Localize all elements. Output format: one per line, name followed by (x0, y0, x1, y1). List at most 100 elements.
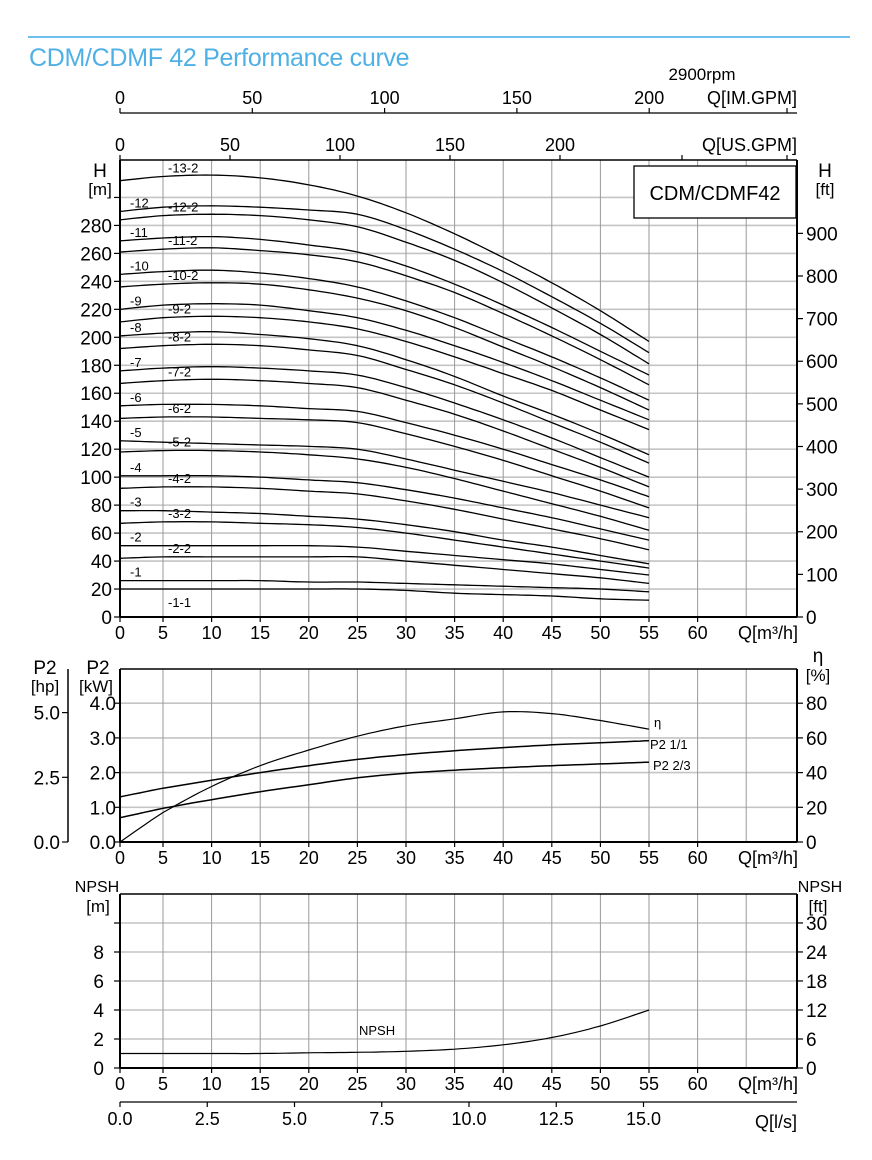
npsh-ft-tick-label: 0 (806, 1059, 817, 1080)
im-gpm-tick-label: 200 (634, 88, 664, 108)
eta-axis-unit: [%] (806, 666, 831, 685)
hp-tick-label: 2.5 (34, 768, 60, 789)
x-tick-label: 55 (639, 623, 659, 643)
head-curve (119, 269, 650, 401)
p2-full-curve (119, 739, 650, 798)
x-tick-label: 15 (250, 848, 270, 868)
h-m-tick-label: 60 (91, 524, 112, 545)
x-tick-label: 15 (250, 623, 270, 643)
im-gpm-tick-label: 100 (370, 88, 400, 108)
curve-label: -4 (130, 460, 142, 475)
h-ft-tick-label: 700 (806, 310, 838, 331)
curve-label: -7-2 (168, 365, 191, 380)
h-ft-tick-label: 100 (806, 565, 838, 586)
h-m-tick-label: 180 (80, 356, 112, 377)
ls-tick-label: 2.5 (195, 1109, 220, 1129)
head-curve (119, 303, 650, 421)
ls-tick-label: 0.0 (107, 1109, 132, 1129)
curve-label: -9-2 (168, 302, 191, 317)
curve-label: -3-2 (168, 506, 191, 521)
kw-tick-label: 2.0 (90, 764, 116, 785)
curve-label: -6 (130, 390, 142, 405)
curve-label: -1-1 (168, 595, 191, 610)
eta-tick-label: 60 (806, 729, 827, 750)
h-m-axis-label: H (93, 161, 107, 182)
x-tick-label: 45 (542, 848, 562, 868)
npsh-ft-tick-label: 24 (806, 943, 828, 964)
curve-label: -6-2 (168, 401, 191, 416)
head-curve (119, 521, 650, 569)
ls-axis-label: Q[l/s] (755, 1112, 797, 1132)
us-gpm-tick-label: 0 (115, 135, 125, 155)
npsh-ft-axis-unit: [ft] (809, 897, 828, 916)
p2-two-thirds-curve (119, 761, 650, 819)
p2-full-label: P2 1/1 (650, 737, 688, 752)
eta-axis-label: η (813, 646, 824, 667)
x-tick-label: 45 (542, 623, 562, 643)
head-curve (119, 440, 650, 519)
x-tick-label: 25 (347, 848, 367, 868)
head-curve (120, 579, 650, 593)
curve-label: -1 (130, 565, 142, 580)
x-tick-label: 35 (445, 848, 465, 868)
h-ft-tick-label: 200 (806, 523, 838, 544)
h-ft-axis-label: H (818, 161, 832, 182)
h-ft-tick-label: 500 (806, 395, 838, 416)
curve-label: -5 (130, 425, 142, 440)
kw-axis-label: P2 (86, 658, 109, 679)
header-divider (28, 36, 850, 38)
npsh-ft-axis-label: NPSH (798, 879, 842, 896)
h-ft-tick-label: 600 (806, 352, 838, 373)
curve-label: -11 (130, 225, 148, 240)
h-m-tick-label: 80 (91, 496, 112, 517)
head-curve (120, 509, 650, 565)
h-m-tick-label: 20 (91, 580, 112, 601)
npsh-ft-tick-label: 30 (806, 914, 827, 935)
x-axis-label: Q[m³/h] (738, 848, 798, 868)
kw-tick-label: 3.0 (90, 729, 116, 750)
h-m-tick-label: 0 (101, 608, 112, 629)
h-ft-axis-unit: [ft] (816, 180, 835, 199)
x-tick-label: 40 (493, 623, 513, 643)
curve-label: -4-2 (168, 471, 191, 486)
x-tick-label: 60 (688, 1074, 708, 1094)
head-curve (119, 235, 650, 376)
npsh-m-axis-unit: [m] (86, 897, 110, 916)
us-gpm-axis-label: Q[US.GPM] (702, 135, 797, 155)
curve-label: -2-2 (168, 541, 191, 556)
x-tick-label: 50 (590, 623, 610, 643)
npsh-m-tick-label: 8 (93, 943, 104, 964)
head-curve (119, 331, 650, 456)
x-tick-label: 20 (299, 848, 319, 868)
ls-tick-label: 5.0 (282, 1109, 307, 1129)
x-tick-label: 5 (158, 623, 168, 643)
x-tick-label: 0 (115, 848, 125, 868)
head-curve (119, 416, 650, 509)
x-tick-label: 10 (202, 1074, 222, 1094)
x-tick-label: 0 (115, 1074, 125, 1094)
head-curve (119, 315, 650, 431)
x-tick-label: 60 (688, 848, 708, 868)
x-tick-label: 30 (396, 623, 416, 643)
x-tick-label: 5 (158, 1074, 168, 1094)
hp-axis-label: P2 (33, 658, 56, 679)
im-gpm-tick-label: 150 (502, 88, 532, 108)
hp-axis-unit: [hp] (31, 677, 59, 696)
curve-label: -13-2 (168, 160, 198, 175)
h-m-tick-label: 100 (80, 468, 112, 489)
h-ft-tick-label: 800 (806, 267, 838, 288)
ls-tick-label: 15.0 (626, 1109, 661, 1129)
x-axis-label: Q[m³/h] (738, 623, 798, 643)
hp-tick-label: 0.0 (34, 833, 60, 854)
h-m-tick-label: 260 (80, 244, 112, 265)
npsh-m-tick-label: 2 (93, 1030, 104, 1051)
npsh-curve (120, 1009, 650, 1055)
page-title: CDM/CDMF 42 Performance curve (29, 44, 410, 72)
head-curve (120, 544, 650, 576)
curve-label: -7 (130, 355, 142, 370)
head-curve (119, 247, 650, 386)
x-tick-label: 15 (250, 1074, 270, 1094)
x-tick-label: 0 (115, 623, 125, 643)
curve-label: -8-2 (168, 330, 191, 345)
speed-label: 2900rpm (668, 65, 735, 84)
